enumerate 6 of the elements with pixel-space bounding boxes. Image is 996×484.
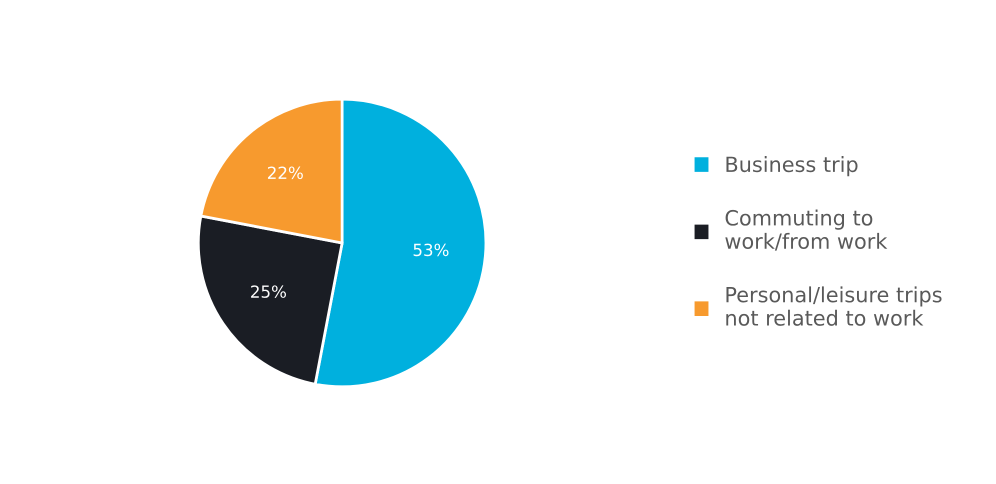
data-label: 25%	[251, 285, 286, 298]
legend-label: Business trip	[726, 156, 858, 176]
legend-label: Commuting to work/from work	[725, 210, 888, 251]
data-label: 53%	[414, 244, 448, 256]
data-label: 22%	[268, 166, 303, 180]
legend-label: Personal/leisure trips not related to work	[726, 286, 942, 326]
